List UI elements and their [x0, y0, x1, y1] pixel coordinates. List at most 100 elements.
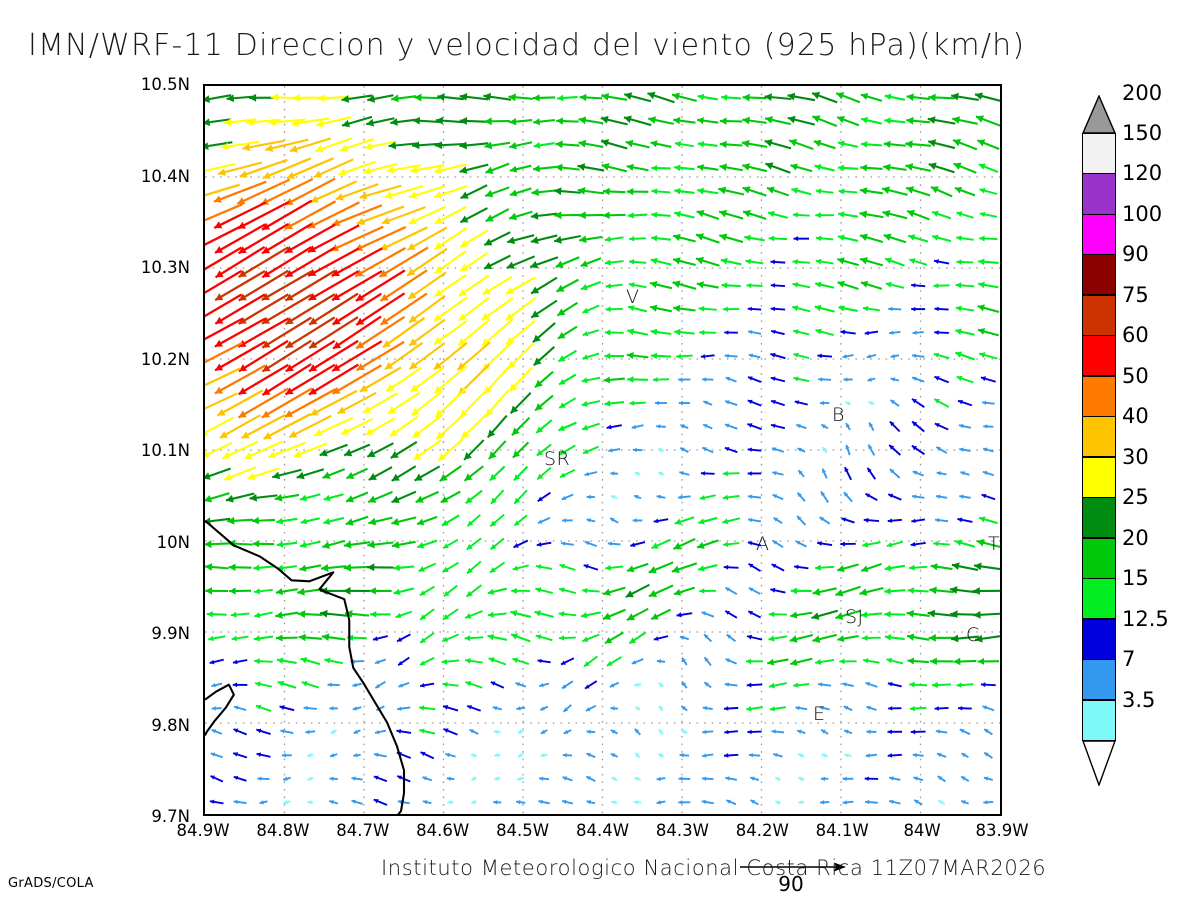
wind-barb: [367, 540, 394, 549]
wind-barb: [308, 270, 360, 302]
wind-barb: [562, 776, 573, 782]
wind-barb: [953, 162, 977, 174]
wind-barb: [791, 187, 812, 196]
colorbar-band: [1082, 497, 1116, 539]
wind-barb: [538, 682, 550, 688]
wind-barb: [483, 92, 512, 101]
wind-barb: [345, 515, 369, 526]
wind-barb: [747, 494, 762, 499]
wind-barb: [681, 657, 688, 666]
wind-barb: [205, 269, 243, 294]
wind-barb: [412, 116, 442, 125]
wind-barb: [308, 292, 359, 326]
wind-barb: [844, 753, 852, 758]
wind-barb: [559, 563, 576, 571]
wind-barb: [513, 465, 529, 482]
wind-barb: [535, 587, 553, 595]
wind-barb: [562, 753, 573, 758]
wind-barb: [305, 729, 316, 735]
wind-barb: [719, 163, 743, 172]
wind-barb: [772, 470, 784, 476]
wind-barb: [536, 443, 552, 457]
wind-barb: [792, 305, 811, 313]
wind-barb: [530, 276, 558, 295]
wind-barb: [792, 329, 810, 336]
wind-barb: [911, 306, 926, 312]
speed-colorbar[interactable]: 3.5 7 12.5 15 20 25 30 40 50 60 75 90 100 120 150 200: [1082, 81, 1194, 820]
wind-barb: [820, 800, 830, 805]
wind-barb: [490, 537, 505, 551]
wind-barb: [628, 631, 647, 645]
wind-barb: [508, 366, 533, 393]
wind-barb: [656, 494, 666, 500]
wind-barb: [442, 608, 459, 621]
wind-barb: [724, 729, 738, 735]
wind-barb: [229, 587, 252, 595]
wind-barb: [928, 162, 955, 174]
wind-barb: [299, 564, 322, 572]
wind-barb: [373, 798, 388, 806]
wind-barb: [610, 752, 618, 758]
wind-barb: [651, 188, 671, 195]
wind-barb: [277, 680, 297, 689]
wind-barb: [374, 680, 386, 689]
wind-barb: [719, 117, 743, 125]
wind-barb: [886, 657, 904, 665]
wind-barb: [331, 270, 383, 302]
wind-barb: [931, 234, 952, 243]
wind-barb: [553, 234, 581, 244]
wind-barb: [601, 163, 628, 173]
colorbar-tick-label: 12.5: [1122, 606, 1169, 631]
wind-barb: [884, 93, 906, 101]
wind-barb: [983, 751, 993, 759]
wind-barb: [671, 92, 697, 102]
wind-barb: [696, 210, 720, 220]
wind-barb: [214, 245, 266, 279]
wind-barb: [355, 269, 406, 302]
wind-barb: [838, 188, 858, 195]
wind-barb: [678, 400, 690, 406]
wind-barb: [555, 140, 580, 149]
wind-barb: [308, 339, 359, 373]
wind-barb: [205, 118, 232, 127]
wind-barb: [460, 184, 488, 200]
wind-barb: [632, 518, 643, 523]
colorbar-tick-label: 50: [1122, 363, 1149, 388]
wind-barb: [205, 183, 240, 197]
wind-barb: [725, 799, 737, 806]
wind-barb: [484, 141, 511, 150]
wind-barb: [300, 657, 321, 666]
wind-barb: [530, 234, 558, 244]
wind-barb: [230, 611, 250, 618]
wind-barb: [419, 632, 435, 644]
wind-barb: [580, 281, 602, 291]
wind-barb: [703, 681, 712, 689]
wind-barb: [934, 306, 949, 312]
wind-barb: [335, 183, 379, 201]
wind-barb: [697, 141, 718, 148]
wind-barb: [482, 275, 513, 296]
wind-barb: [979, 235, 998, 242]
wind-barb: [331, 364, 382, 395]
wind-barb: [960, 752, 969, 759]
wind-barb: [860, 280, 883, 290]
wind-barb: [320, 564, 347, 572]
wind-barb: [605, 564, 624, 571]
wind-barb: [602, 608, 626, 620]
wind-barb: [419, 728, 436, 735]
wind-barb: [434, 205, 467, 225]
colorbar-band: [1082, 618, 1116, 660]
wind-barb: [351, 776, 363, 781]
wind-barb: [411, 141, 443, 150]
wind-barb: [865, 799, 878, 805]
wind-barb: [510, 610, 532, 618]
wind-barb: [539, 705, 549, 711]
colorbar-tick-label: 75: [1122, 282, 1149, 307]
wind-barb: [773, 516, 783, 524]
wind-barb: [397, 706, 411, 711]
wind-barb: [381, 206, 426, 225]
wind-field-plot[interactable]: V SR B A T SJ C E: [203, 84, 1002, 816]
wind-barb: [702, 729, 714, 735]
x-axis-tick: 84.8W: [256, 821, 310, 840]
colorbar-band: [1082, 173, 1116, 215]
